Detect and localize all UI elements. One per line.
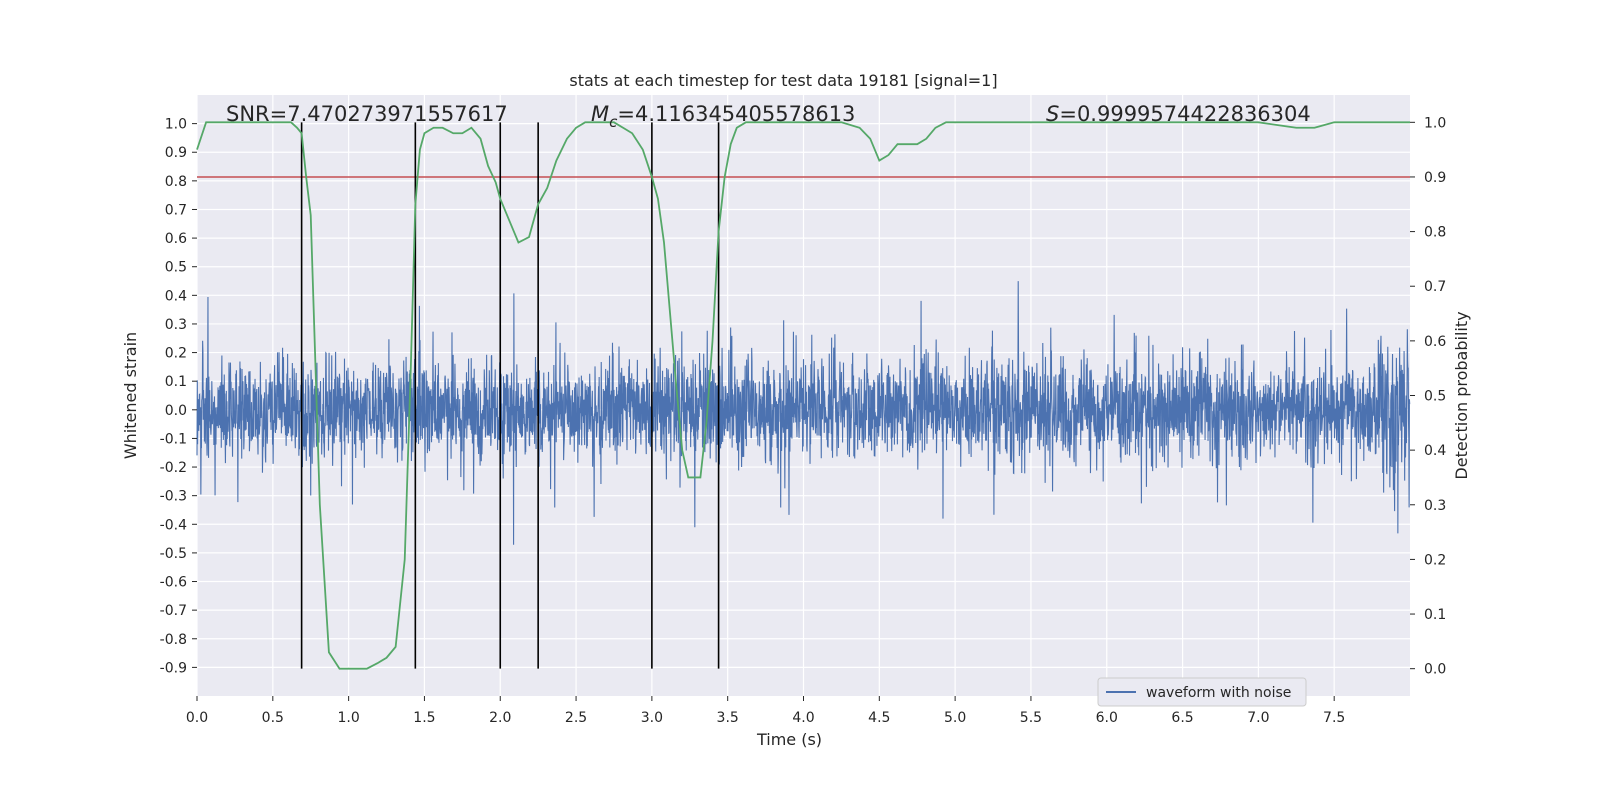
y-right-tick-label: 0.0 bbox=[1424, 662, 1446, 678]
y-axis-label-right: Detection probability bbox=[1452, 311, 1471, 479]
waveform-series bbox=[196, 281, 1411, 545]
y-left-tick-label: -0.2 bbox=[160, 460, 187, 476]
x-tick-label: 3.0 bbox=[641, 710, 663, 726]
x-tick-label: 0.0 bbox=[186, 710, 208, 726]
x-tick-label: 7.5 bbox=[1323, 710, 1345, 726]
chart-title: stats at each timestep for test data 191… bbox=[569, 71, 997, 90]
x-tick-label: 1.5 bbox=[413, 710, 435, 726]
y-right-tick-label: 0.4 bbox=[1424, 443, 1446, 459]
y-left-tick-label: -0.6 bbox=[160, 575, 187, 591]
y-left-tick-label: 0.3 bbox=[165, 317, 187, 333]
snr-annotation: SNR=7.470273971557617 bbox=[226, 102, 508, 126]
y-right-tick-label: 0.8 bbox=[1424, 225, 1446, 241]
y-left-tick-label: 0.6 bbox=[165, 231, 187, 247]
y-right-tick-label: 0.6 bbox=[1424, 334, 1446, 350]
legend-label: waveform with noise bbox=[1146, 685, 1291, 701]
y-right-tick-label: 0.1 bbox=[1424, 607, 1446, 623]
x-tick-label: 7.0 bbox=[1247, 710, 1269, 726]
y-right-tick-label: 0.7 bbox=[1424, 279, 1446, 295]
y-axis-label-left: Whitened strain bbox=[121, 332, 140, 459]
x-axis-label: Time (s) bbox=[756, 730, 822, 749]
y-left-tick-label: 1.0 bbox=[165, 117, 187, 133]
legend: waveform with noise bbox=[1097, 677, 1307, 707]
y-left-tick-label: 0.8 bbox=[165, 174, 187, 190]
x-tick-label: 2.5 bbox=[565, 710, 587, 726]
y-left-tick-label: 0.1 bbox=[165, 374, 187, 390]
x-tick-label: 6.0 bbox=[1096, 710, 1118, 726]
probability-series bbox=[196, 121, 1410, 670]
score-annotation: S=0.9999574422836304 bbox=[1046, 102, 1311, 126]
y-left-tick-label: -0.3 bbox=[160, 489, 187, 505]
y-left-tick-label: 0.0 bbox=[165, 403, 187, 419]
y-left-tick-label: -0.5 bbox=[160, 546, 187, 562]
y-left-tick-label: 0.4 bbox=[165, 288, 187, 304]
x-tick-label: 4.0 bbox=[792, 710, 814, 726]
x-tick-label: 1.0 bbox=[337, 710, 359, 726]
y-left-tick-label: -0.9 bbox=[160, 660, 187, 676]
y-left-tick-label: -0.1 bbox=[160, 431, 187, 447]
x-tick-label: 5.0 bbox=[944, 710, 966, 726]
y-left-tick-label: 0.5 bbox=[165, 260, 187, 276]
x-tick-label: 5.5 bbox=[1020, 710, 1042, 726]
y-left-tick-label: 0.9 bbox=[165, 145, 187, 161]
y-left-tick-label: -0.4 bbox=[160, 517, 187, 533]
chirp-mass-annotation: Mc=4.116345405578613 bbox=[591, 102, 855, 131]
y-right-tick-label: 0.2 bbox=[1424, 552, 1446, 568]
y-left-tick-label: -0.8 bbox=[160, 632, 187, 648]
x-tick-label: 0.5 bbox=[262, 710, 284, 726]
y-left-tick-label: -0.7 bbox=[160, 603, 187, 619]
x-tick-label: 3.5 bbox=[717, 710, 739, 726]
y-right-tick-label: 0.5 bbox=[1424, 389, 1446, 405]
y-left-tick-label: 0.2 bbox=[165, 346, 187, 362]
x-tick-label: 6.5 bbox=[1171, 710, 1193, 726]
y-right-tick-label: 1.0 bbox=[1424, 115, 1446, 131]
x-tick-label: 4.5 bbox=[868, 710, 890, 726]
y-right-tick-label: 0.3 bbox=[1424, 498, 1446, 514]
y-left-tick-label: 0.7 bbox=[165, 202, 187, 218]
x-tick-label: 2.0 bbox=[489, 710, 511, 726]
y-right-tick-label: 0.9 bbox=[1424, 170, 1446, 186]
